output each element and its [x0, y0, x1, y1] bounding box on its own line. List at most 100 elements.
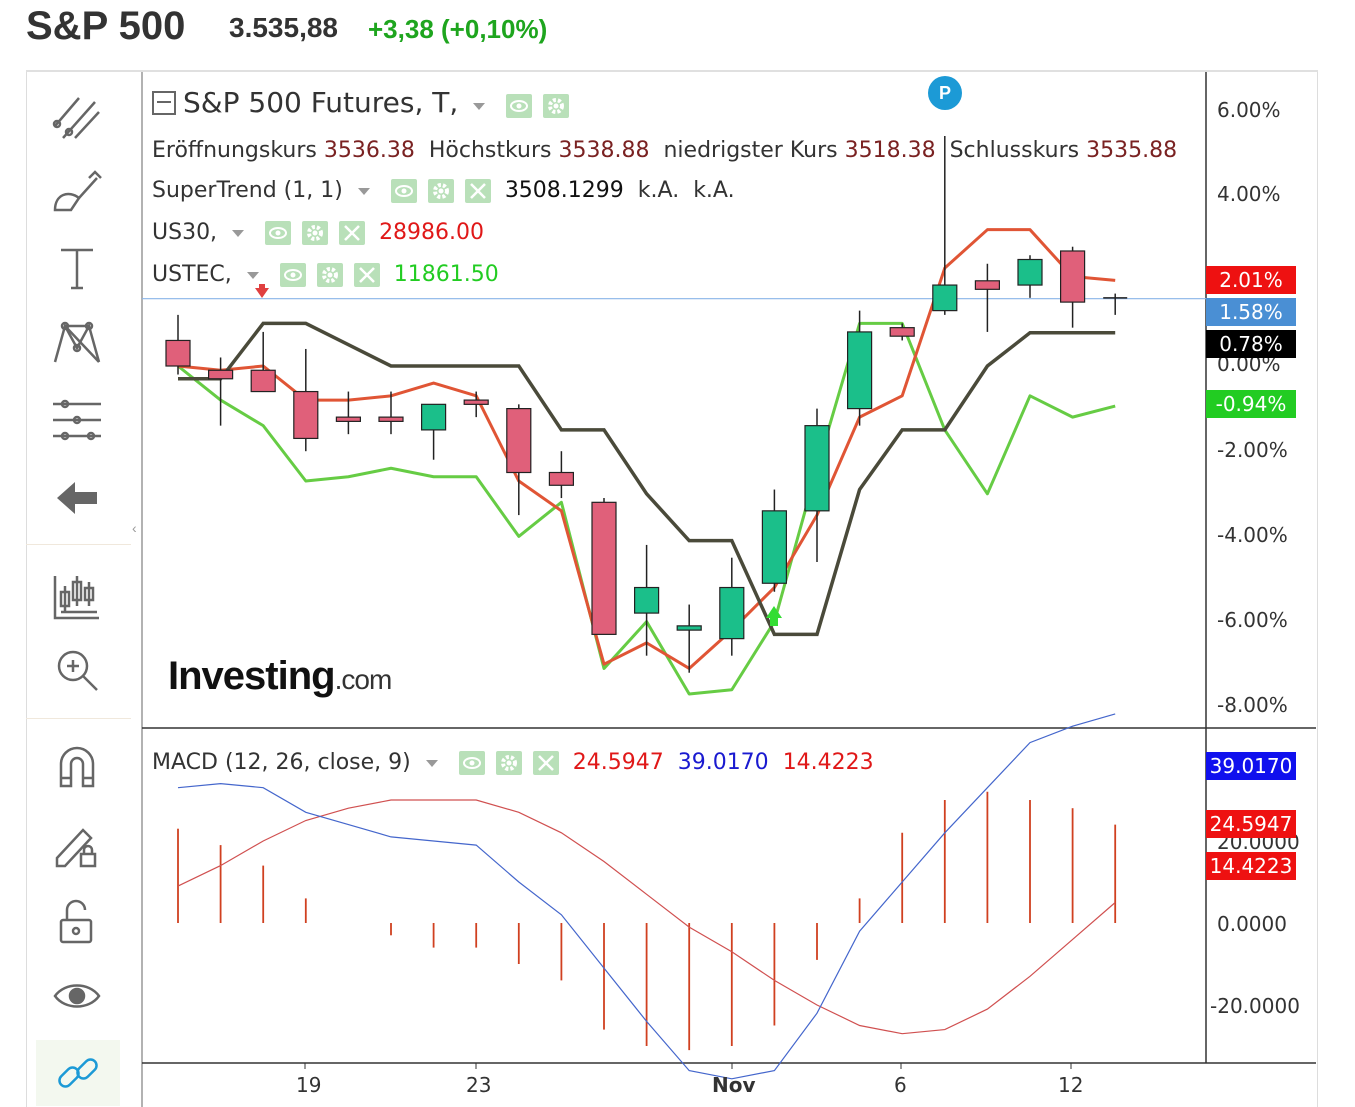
- candle: [335, 391, 361, 435]
- candle-body: [719, 586, 745, 640]
- supertrend-line: [178, 321, 1116, 637]
- macd-axis-label: -20.0000: [1210, 994, 1300, 1018]
- candle-body: [932, 284, 958, 312]
- candle-body: [463, 399, 489, 405]
- candle-body: [846, 331, 873, 410]
- gear-icon[interactable]: [495, 751, 522, 775]
- legend-supertrend: SuperTrend (1, 1) 3508.1299 k.A. k.A.: [152, 178, 735, 203]
- gear-icon[interactable]: [302, 221, 329, 245]
- price-axis-label: -4.00%: [1217, 523, 1288, 547]
- candle: [1017, 255, 1043, 298]
- candle: [719, 557, 745, 656]
- toolbar-divider: [26, 544, 131, 545]
- chevron-down-icon[interactable]: [425, 759, 438, 767]
- pattern-tool[interactable]: [42, 312, 112, 372]
- brush-icon: [53, 170, 102, 212]
- eye-icon[interactable]: [279, 263, 306, 287]
- event-marker[interactable]: P: [928, 76, 962, 110]
- eye-icon[interactable]: [506, 94, 533, 118]
- fibonacci-icon: [53, 399, 101, 441]
- supertrend-label: SuperTrend (1, 1): [152, 178, 343, 203]
- collapse-toolbar-handle[interactable]: ‹: [132, 520, 137, 536]
- supertrend-value: 3508.1299: [504, 178, 624, 203]
- chevron-down-icon[interactable]: [357, 187, 370, 195]
- price-axis-label: -8.00%: [1217, 693, 1288, 717]
- supertrend-extra1: k.A.: [637, 178, 680, 203]
- candle-body: [974, 280, 1001, 290]
- eye-icon[interactable]: [265, 221, 292, 245]
- close-label: Schlusskurs: [949, 138, 1080, 163]
- candle-body: [165, 339, 191, 367]
- candle: [378, 391, 404, 435]
- x-axis-label: 19: [296, 1073, 322, 1097]
- high-value: 3538.88: [558, 138, 650, 163]
- sell-arrow-icon: [255, 284, 269, 298]
- candle-body: [1059, 250, 1086, 303]
- zoom-tool[interactable]: [42, 640, 112, 700]
- candle: [761, 489, 788, 592]
- close-icon[interactable]: [532, 751, 559, 775]
- chevron-down-icon[interactable]: [473, 102, 486, 110]
- unlock-tool[interactable]: [42, 892, 112, 952]
- candles: [165, 135, 1128, 673]
- x-axis-label: 6: [894, 1073, 907, 1097]
- legend-us30: US30, 28986.00: [152, 220, 484, 245]
- fibonacci-tool[interactable]: [42, 390, 112, 450]
- text-tool[interactable]: [42, 238, 112, 298]
- us30-price-badge: 2.01%: [1206, 266, 1296, 294]
- back-button[interactable]: [42, 468, 112, 528]
- link-tool[interactable]: [36, 1040, 120, 1106]
- candle: [165, 314, 191, 375]
- investing-logo: Investing.com: [168, 654, 392, 698]
- gear-icon[interactable]: [543, 94, 570, 118]
- low-value: 3518.38: [844, 138, 936, 163]
- us30-value: 28986.00: [379, 220, 485, 245]
- candle-body: [804, 425, 830, 512]
- gear-icon[interactable]: [316, 263, 343, 287]
- candle-body: [889, 327, 915, 337]
- candle: [932, 135, 958, 315]
- macd-label: MACD (12, 26, close, 9): [152, 750, 411, 775]
- eye-icon[interactable]: [458, 751, 485, 775]
- eye-icon[interactable]: [390, 179, 417, 203]
- candle: [889, 323, 915, 341]
- trend-lines-icon: [52, 97, 100, 139]
- magnet-tool[interactable]: [42, 738, 112, 798]
- gear-icon[interactable]: [427, 179, 454, 203]
- ustec-label: USTEC,: [152, 262, 232, 287]
- signal-badge: 24.5947: [1206, 810, 1296, 838]
- quote-header: S&P 500 3.535,88 +3,38 (+0,10%): [26, 0, 1318, 72]
- trend-lines-tool[interactable]: [42, 88, 112, 148]
- chart-grid: [141, 72, 1316, 1107]
- indicators-tool[interactable]: [42, 566, 112, 626]
- brush-tool[interactable]: [42, 162, 112, 222]
- zoom-in-icon: [57, 650, 98, 691]
- candle-body: [250, 369, 276, 393]
- lock-drawings-tool[interactable]: [42, 816, 112, 876]
- macd-value-3: 14.4223: [782, 750, 874, 775]
- toolbar-divider: [26, 718, 131, 719]
- candle-body: [1017, 258, 1043, 286]
- close-icon[interactable]: [339, 221, 366, 245]
- close-icon[interactable]: [464, 179, 491, 203]
- chevron-down-icon[interactable]: [232, 229, 245, 237]
- visibility-tool[interactable]: [42, 966, 112, 1026]
- supertrend-price-badge: 0.78%: [1206, 330, 1296, 358]
- candle: [846, 310, 873, 426]
- close-icon[interactable]: [353, 263, 380, 287]
- close-value: 3535.88: [1086, 138, 1178, 163]
- candle-body: [591, 501, 617, 635]
- candle: [208, 357, 234, 426]
- candle: [421, 403, 447, 460]
- chevron-down-icon[interactable]: [246, 271, 259, 279]
- candle: [463, 391, 489, 418]
- candle-body: [761, 510, 788, 584]
- macd-pane: [177, 713, 1117, 1080]
- collapse-legend-icon[interactable]: [152, 91, 176, 115]
- candle-body: [633, 586, 660, 614]
- candle: [1059, 246, 1086, 328]
- macd-badge: 39.0170: [1206, 752, 1296, 780]
- open-label: Eröffnungskurs: [152, 138, 317, 163]
- candle: [250, 331, 276, 393]
